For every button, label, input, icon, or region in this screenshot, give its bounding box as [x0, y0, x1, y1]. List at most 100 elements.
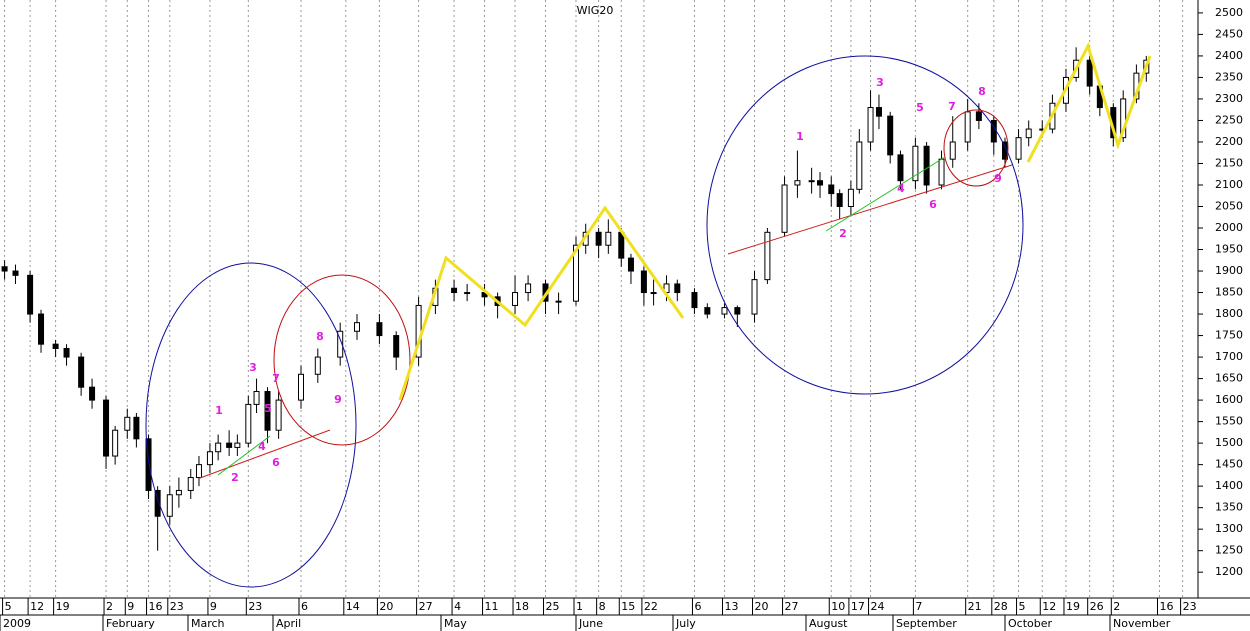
candle-body: [337, 330, 344, 358]
month-label: October: [1008, 617, 1052, 630]
x-tick-label: 2: [1113, 600, 1120, 613]
y-tick-label: 1550: [1215, 415, 1243, 428]
candle-body: [133, 416, 140, 440]
x-tick-label: 23: [170, 600, 184, 613]
y-tick-label: 2350: [1215, 70, 1243, 83]
x-tick-label: 5: [1019, 600, 1026, 613]
x-tick-label: 24: [871, 600, 885, 613]
y-tick-label: 1250: [1215, 544, 1243, 557]
y-tick-label: 1400: [1215, 479, 1243, 492]
annotation: 7: [948, 100, 956, 113]
month-label: June: [578, 617, 603, 630]
annotation: 6: [272, 456, 280, 469]
candle-body: [124, 416, 131, 431]
candle-body: [393, 335, 400, 358]
candle-body: [640, 270, 647, 294]
candle-body: [949, 141, 956, 160]
candle-body: [691, 292, 698, 309]
x-tick-label: 20: [379, 600, 393, 613]
x-tick-label: 7: [915, 600, 922, 613]
x-tick-label: 26: [1090, 600, 1104, 613]
candle-body: [887, 115, 894, 156]
candle-body: [912, 145, 919, 182]
annotation: 2: [839, 227, 847, 240]
chart-title: WIG20: [577, 4, 614, 17]
y-tick-label: 1700: [1215, 350, 1243, 363]
x-tick-label: 23: [1183, 600, 1197, 613]
candle-body: [525, 283, 532, 294]
month-label: April: [276, 617, 301, 630]
y-tick-label: 1500: [1215, 436, 1243, 449]
x-tick-label: 18: [515, 600, 529, 613]
candle-body: [314, 356, 321, 375]
y-tick-label: 1300: [1215, 522, 1243, 535]
x-tick-label: 9: [127, 600, 134, 613]
trend-line: [825, 156, 946, 232]
candle-body: [464, 292, 471, 295]
candle-body: [264, 390, 271, 431]
x-tick-label: 16: [1160, 600, 1174, 613]
candle-body: [605, 231, 612, 246]
candle-body: [1025, 128, 1032, 139]
y-tick-label: 1950: [1215, 243, 1243, 256]
y-tick-label: 2300: [1215, 92, 1243, 105]
x-tick-label: 9: [210, 600, 217, 613]
month-label: November: [1113, 617, 1171, 630]
y-tick-label: 1900: [1215, 264, 1243, 277]
candle-body: [836, 193, 843, 208]
candle-body: [154, 489, 161, 517]
x-tick-label: 28: [994, 600, 1008, 613]
candle-body: [897, 154, 904, 182]
candle-body: [1015, 137, 1022, 160]
candle-body: [512, 292, 519, 306]
candle-body: [781, 184, 788, 233]
annotation: 5: [916, 101, 924, 114]
annotation: 3: [249, 361, 257, 374]
circle: [943, 109, 1009, 187]
x-tick-label: 12: [30, 600, 44, 613]
candle-body: [764, 231, 771, 281]
candle-body: [103, 399, 110, 457]
candle-body: [63, 347, 70, 358]
x-tick-label: 15: [621, 600, 635, 613]
candle-body: [828, 184, 835, 195]
candle-body: [650, 292, 657, 295]
candle-body: [867, 107, 874, 143]
x-tick-label: 27: [419, 600, 433, 613]
trend-line: [199, 429, 331, 479]
candle-body: [376, 322, 383, 337]
candle-body: [975, 111, 982, 121]
y-tick-label: 1750: [1215, 329, 1243, 342]
x-tick-label: 22: [644, 600, 658, 613]
candle-body: [52, 343, 59, 349]
zigzag: [398, 205, 685, 401]
candle-body: [253, 390, 260, 405]
x-tick-label: 5: [5, 600, 12, 613]
y-tick-label: 1600: [1215, 393, 1243, 406]
candle-body: [298, 373, 304, 401]
candle-body: [1086, 59, 1093, 87]
x-tick-label: 25: [546, 600, 560, 613]
annotation: 8: [316, 330, 324, 343]
candle-body: [847, 188, 854, 208]
candle-body: [938, 158, 945, 186]
x-tick-label: 6: [694, 600, 701, 613]
candle-body: [206, 451, 213, 466]
overlay-drawings: [145, 42, 1152, 588]
candle-body: [38, 313, 45, 345]
y-tick-label: 2050: [1215, 200, 1243, 213]
candle-body: [627, 257, 634, 272]
candle-body: [808, 180, 815, 183]
candle-body: [573, 244, 579, 302]
y-tick-label: 2500: [1215, 6, 1243, 19]
candle-body: [964, 111, 971, 143]
x-tick-label: 10: [831, 600, 845, 613]
candle-body: [187, 477, 194, 491]
trend-line: [727, 164, 1013, 255]
y-tick-label: 2150: [1215, 156, 1243, 169]
annotation: 2: [231, 471, 239, 484]
candle-body: [1, 266, 8, 272]
annotation: 9: [994, 172, 1002, 185]
